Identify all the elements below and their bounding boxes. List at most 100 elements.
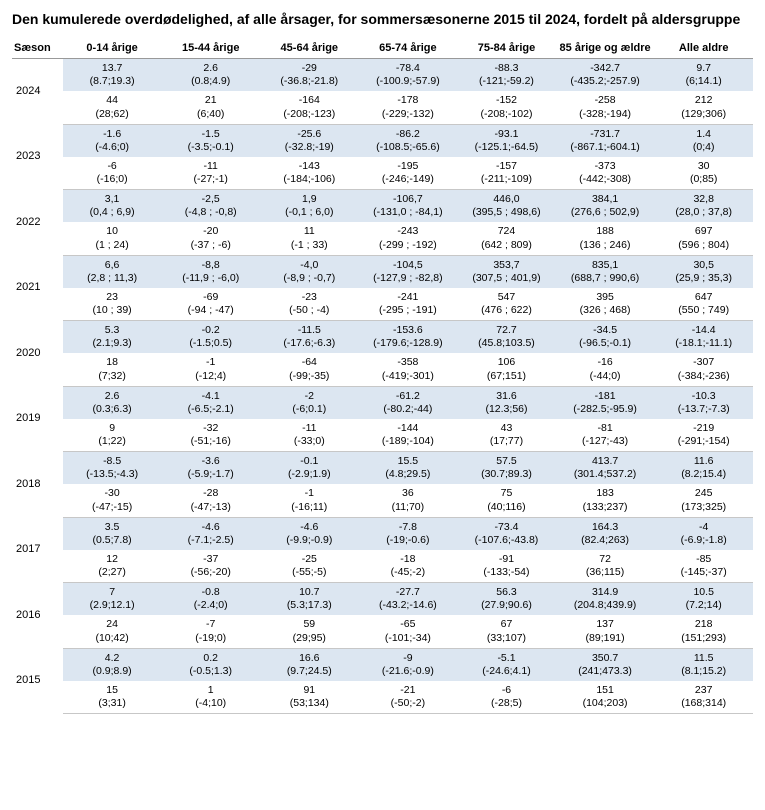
data-cell: -93.1(-125.1;-64.5)	[457, 124, 556, 157]
table-row: 10(1 ; 24)-20(-37 ; -6)11(-1 ; 33)-243(-…	[12, 222, 753, 255]
data-cell: -178(-229;-132)	[359, 91, 458, 124]
season-year: 2023	[12, 124, 63, 190]
data-cell: 57.5(30.7;89.3)	[457, 452, 556, 485]
data-cell: 4.2(0.9;8.9)	[63, 648, 162, 681]
data-cell: -1(-16;11)	[260, 484, 359, 517]
data-cell: 1(-4;10)	[161, 681, 260, 714]
data-cell: -6(-16;0)	[63, 157, 162, 190]
data-cell: -11.5(-17.6;-6.3)	[260, 321, 359, 354]
data-cell: -23(-50 ; -4)	[260, 288, 359, 321]
data-cell: -4,0(-8,9 ; -0,7)	[260, 255, 359, 288]
table-row: 20223,1(0,4 ; 6,9)-2,5(-4,8 ; -0,8)1,9(-…	[12, 190, 753, 223]
data-cell: -86.2(-108.5;-65.6)	[359, 124, 458, 157]
data-cell: -243(-299 ; -192)	[359, 222, 458, 255]
data-cell: 446,0(395,5 ; 498,6)	[457, 190, 556, 223]
data-cell: -10.3(-13.7;-7.3)	[654, 386, 753, 419]
data-cell: 183(133;237)	[556, 484, 655, 517]
data-cell: -88.3(-121;-59.2)	[457, 59, 556, 92]
season-year: 2015	[12, 648, 63, 714]
col-0-14: 0-14 årige	[63, 38, 162, 59]
data-cell: 1,9(-0,1 ; 6,0)	[260, 190, 359, 223]
data-cell: -7.8(-19;-0.6)	[359, 517, 458, 550]
data-cell: -0.8(-2.4;0)	[161, 583, 260, 616]
data-cell: -61.2(-80.2;-44)	[359, 386, 458, 419]
data-cell: 3,1(0,4 ; 6,9)	[63, 190, 162, 223]
data-cell: 2.6(0.8;4.9)	[161, 59, 260, 92]
data-cell: -2,5(-4,8 ; -0,8)	[161, 190, 260, 223]
data-cell: 13.7(8.7;19.3)	[63, 59, 162, 92]
data-cell: 106(67;151)	[457, 353, 556, 386]
col-15-44: 15-44 årige	[161, 38, 260, 59]
table-row: 2023-1.6(-4.6;0)-1.5(-3.5;-0.1)-25.6(-32…	[12, 124, 753, 157]
data-cell: 0.2(-0.5;1.3)	[161, 648, 260, 681]
data-cell: -104,5(-127,9 ; -82,8)	[359, 255, 458, 288]
data-cell: -157(-211;-109)	[457, 157, 556, 190]
data-cell: -5.1(-24.6;4.1)	[457, 648, 556, 681]
col-season: Sæson	[12, 38, 63, 59]
data-cell: 212(129;306)	[654, 91, 753, 124]
data-cell: -1(-12;4)	[161, 353, 260, 386]
data-cell: -0.2(-1.5;0.5)	[161, 321, 260, 354]
data-cell: 1.4(0;4)	[654, 124, 753, 157]
data-cell: -8,8(-11,9 ; -6,0)	[161, 255, 260, 288]
data-cell: 6,6(2,8 ; 11,3)	[63, 255, 162, 288]
data-cell: 24(10;42)	[63, 615, 162, 648]
data-cell: -25.6(-32.8;-19)	[260, 124, 359, 157]
table-row: 23(10 ; 39)-69(-94 ; -47)-23(-50 ; -4)-2…	[12, 288, 753, 321]
data-cell: -25(-55;-5)	[260, 550, 359, 583]
table-header-row: Sæson 0-14 årige 15-44 årige 45-64 årige…	[12, 38, 753, 59]
table-row: 12(2;27)-37(-56;-20)-25(-55;-5)-18(-45;-…	[12, 550, 753, 583]
table-row: 20216,6(2,8 ; 11,3)-8,8(-11,9 ; -6,0)-4,…	[12, 255, 753, 288]
data-cell: 164.3(82.4;263)	[556, 517, 655, 550]
data-cell: -28(-47;-13)	[161, 484, 260, 517]
data-cell: 647(550 ; 749)	[654, 288, 753, 321]
data-cell: 30,5(25,9 ; 35,3)	[654, 255, 753, 288]
data-cell: 10(1 ; 24)	[63, 222, 162, 255]
data-cell: 835,1(688,7 ; 990,6)	[556, 255, 655, 288]
data-cell: 350.7(241;473.3)	[556, 648, 655, 681]
col-45-64: 45-64 årige	[260, 38, 359, 59]
table-row: 20167(2.9;12.1)-0.8(-2.4;0)10.7(5.3;17.3…	[12, 583, 753, 616]
table-row: 9(1;22)-32(-51;-16)-11(-33;0)-144(-189;-…	[12, 419, 753, 452]
data-cell: 43(17;77)	[457, 419, 556, 452]
data-cell: 9(1;22)	[63, 419, 162, 452]
data-cell: 31.6(12.3;56)	[457, 386, 556, 419]
data-cell: 10.5(7.2;14)	[654, 583, 753, 616]
data-cell: 5.3(2.1;9.3)	[63, 321, 162, 354]
data-cell: -78.4(-100.9;-57.9)	[359, 59, 458, 92]
data-cell: -1.5(-3.5;-0.1)	[161, 124, 260, 157]
data-cell: -20(-37 ; -6)	[161, 222, 260, 255]
table-row: 2018-8.5(-13.5;-4.3)-3.6(-5.9;-1.7)-0.1(…	[12, 452, 753, 485]
data-cell: 9.7(6;14.1)	[654, 59, 753, 92]
data-cell: 724(642 ; 809)	[457, 222, 556, 255]
data-cell: -731.7(-867.1;-604.1)	[556, 124, 655, 157]
data-cell: 413.7(301.4;537.2)	[556, 452, 655, 485]
data-cell: 23(10 ; 39)	[63, 288, 162, 321]
season-year: 2017	[12, 517, 63, 583]
data-cell: 697(596 ; 804)	[654, 222, 753, 255]
data-cell: -11(-27;-1)	[161, 157, 260, 190]
data-cell: -73.4(-107.6;-43.8)	[457, 517, 556, 550]
col-all-ages: Alle aldre	[654, 38, 753, 59]
data-cell: 2.6(0.3;6.3)	[63, 386, 162, 419]
data-cell: 15.5(4.8;29.5)	[359, 452, 458, 485]
season-year: 2022	[12, 190, 63, 256]
data-cell: -106,7(-131,0 ; -84,1)	[359, 190, 458, 223]
data-cell: -37(-56;-20)	[161, 550, 260, 583]
season-year: 2024	[12, 59, 63, 125]
data-cell: 188(136 ; 246)	[556, 222, 655, 255]
season-year: 2021	[12, 255, 63, 321]
data-cell: 32,8(28,0 ; 37,8)	[654, 190, 753, 223]
table-row: 18(7;32)-1(-12;4)-64(-99;-35)-358(-419;-…	[12, 353, 753, 386]
table-row: 20154.2(0.9;8.9)0.2(-0.5;1.3)16.6(9.7;24…	[12, 648, 753, 681]
data-cell: -2(-6;0.1)	[260, 386, 359, 419]
data-cell: -8.5(-13.5;-4.3)	[63, 452, 162, 485]
data-cell: -3.6(-5.9;-1.7)	[161, 452, 260, 485]
data-cell: -307(-384;-236)	[654, 353, 753, 386]
data-cell: -81(-127;-43)	[556, 419, 655, 452]
data-cell: -358(-419;-301)	[359, 353, 458, 386]
data-cell: -11(-33;0)	[260, 419, 359, 452]
data-cell: -0.1(-2.9;1.9)	[260, 452, 359, 485]
data-cell: 67(33;107)	[457, 615, 556, 648]
data-cell: -4.6(-7.1;-2.5)	[161, 517, 260, 550]
